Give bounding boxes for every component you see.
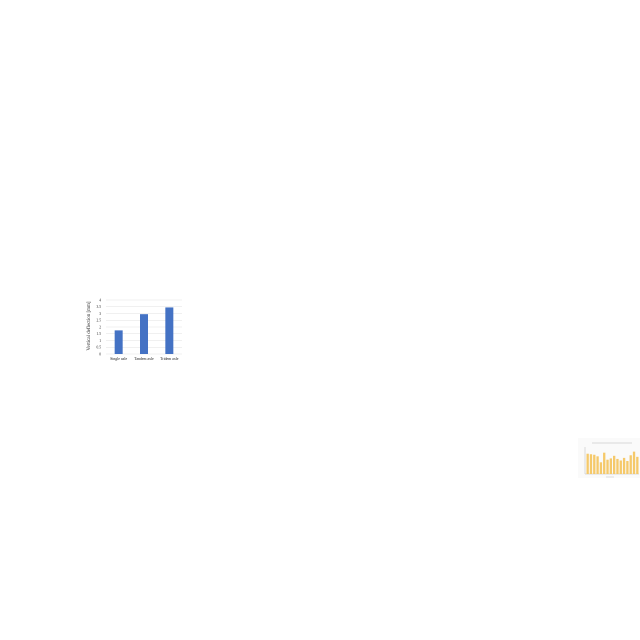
thumbnail-bar (626, 461, 628, 474)
thumbnail-bar (616, 459, 618, 474)
y-tick-label: 4 (99, 298, 101, 302)
y-tick-label: 0 (99, 352, 101, 356)
thumbnail-bar (590, 454, 592, 474)
thumbnail-bar (610, 458, 612, 474)
y-tick-label: 2.5 (97, 319, 102, 323)
thumbnail-bar-chart (578, 438, 640, 478)
x-tick-labels: Single axle Tandem axle Tridem axle (110, 357, 179, 361)
y-tick-label: 2 (99, 325, 101, 329)
bar (115, 330, 123, 354)
thumbnail-bar (636, 457, 638, 474)
vertical-deflection-bar-chart: Vertical deflection [mm] 0 0.5 1 1.5 2 2.5 3 3.… (84, 294, 188, 366)
y-tick-label: 3 (99, 312, 101, 316)
thumbnail-bar (633, 452, 635, 474)
y-tick-label: 0.5 (97, 346, 102, 350)
thumbnail-bar (603, 453, 605, 474)
bar (140, 314, 148, 354)
thumbnail-bar (623, 458, 625, 474)
y-tick-label: 1 (99, 339, 101, 343)
x-tick-label: Single axle (110, 357, 127, 361)
thumbnail-bar (620, 460, 622, 474)
thumbnail-bar (600, 462, 602, 474)
thumbnail-bar (593, 455, 595, 474)
y-tick-labels: 0 0.5 1 1.5 2 2.5 3 3.5 4 (97, 298, 102, 356)
x-tick-label: Tridem axle (160, 357, 179, 361)
thumbnail-bar (586, 454, 588, 474)
x-tick-label: Tandem axle (134, 357, 154, 361)
thumbnail-bar (606, 460, 608, 474)
bars (115, 307, 174, 354)
thumbnail-bar (630, 455, 632, 474)
thumbnail-bar (596, 456, 598, 474)
y-tick-label: 3.5 (97, 305, 102, 309)
y-tick-label: 1.5 (97, 332, 102, 336)
y-axis-label: Vertical deflection [mm] (87, 301, 92, 350)
thumbnail-bar (613, 456, 615, 474)
bar (165, 307, 173, 354)
